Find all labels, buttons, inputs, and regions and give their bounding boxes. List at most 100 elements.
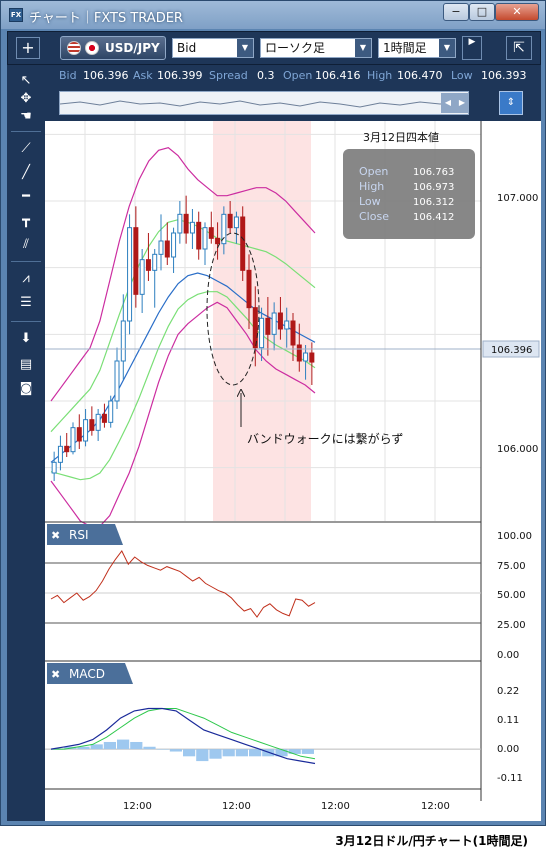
overview-scroll-right-icon[interactable]: ▶ (455, 93, 469, 113)
list-icon[interactable]: ▤ (19, 357, 33, 372)
chevron-down-icon: ▼ (237, 39, 253, 57)
toolbar-scroll-button[interactable]: ▶ (462, 36, 482, 60)
candle-body (89, 419, 95, 431)
ohlc-close-value: 106.412 (413, 212, 454, 223)
chart-toolbar: + USD/JPY Bid ▼ ローソク足 ▼ 1時間足 ▼ ▶ ⇱ (7, 31, 541, 65)
macd-histogram-bar (117, 739, 130, 750)
rsi-tick-0: 0.00 (497, 650, 519, 661)
price-type-value: Bid (177, 41, 197, 55)
candle-body (215, 237, 221, 245)
overview-sparkline (59, 100, 461, 108)
chevron-down-icon: ▼ (355, 39, 371, 57)
ohlc-low-value: 106.312 (413, 197, 454, 208)
candle-body (221, 213, 227, 245)
currency-pair-selector[interactable]: USD/JPY (60, 36, 166, 60)
price-type-select[interactable]: Bid ▼ (172, 38, 254, 58)
time-tick-1: 12:00 (123, 801, 152, 812)
macd-histogram-bar (275, 749, 288, 757)
camera-icon[interactable]: ◙ (19, 381, 33, 396)
currency-pair-label: USD/JPY (105, 41, 160, 55)
candle-body (177, 213, 183, 234)
toolbar-divider (11, 261, 41, 262)
vertical-line-icon[interactable]: ┳ (22, 213, 30, 228)
trendline-tool-icon[interactable]: ⟋ (21, 141, 31, 156)
macd-histogram-bar (288, 749, 301, 754)
bid-label: Bid (59, 69, 77, 82)
macd-label-tab (47, 663, 133, 684)
candle-body (277, 312, 283, 330)
ohlc-open-value: 106.763 (413, 167, 454, 178)
chart-area[interactable]: 3月12日四本値 Open 106.763 High 106.973 Low 1… (45, 121, 541, 821)
macd-histogram-bar (249, 749, 262, 757)
rsi-tick-100: 100.00 (497, 531, 532, 542)
title-bar[interactable]: FX チャート｜FXTS TRADER − □ ✕ (1, 1, 545, 29)
candle-body (158, 240, 164, 255)
candle-body (208, 227, 214, 239)
candle-body (57, 445, 63, 463)
macd-histogram-bar (156, 749, 169, 750)
fan-tool-icon[interactable]: ⩘ (22, 271, 30, 286)
candle-body (183, 213, 189, 234)
cursor-arrow-icon[interactable]: ↖ (20, 73, 32, 88)
macd-tick-minus011: -0.11 (497, 773, 523, 784)
candle-body (271, 312, 277, 335)
candle-body (101, 413, 107, 423)
candle-body (309, 352, 315, 363)
rsi-label: RSI (69, 528, 89, 542)
bollinger-inner-lower-band (50, 291, 316, 481)
macd-histogram-bar (301, 749, 314, 754)
timeframe-select[interactable]: 1時間足 ▼ (378, 38, 456, 58)
crosshair-cursor-icon[interactable]: ✥ (20, 91, 32, 106)
macd-label: MACD (69, 667, 105, 681)
macd-histogram-bar (103, 741, 116, 750)
macd-tick-000: 0.00 (497, 744, 519, 755)
candle-body (290, 320, 296, 346)
horizontal-line-icon[interactable]: ━ (22, 189, 30, 204)
candle-body (114, 360, 120, 402)
bid-value: 106.396 (83, 69, 129, 82)
channel-tool-icon[interactable]: ⫽ (23, 237, 29, 252)
detach-chart-icon[interactable]: ⇱ (506, 36, 532, 60)
candle-body (233, 216, 239, 229)
overview-scroll-left-icon[interactable]: ◀ (441, 93, 455, 113)
macd-close-icon[interactable]: ✖ (51, 668, 60, 681)
ohlc-low-label: Low (359, 195, 381, 208)
high-value: 106.470 (397, 69, 443, 82)
maximize-button[interactable]: □ (469, 3, 495, 21)
overview-home-icon[interactable]: ⇕ (499, 91, 523, 115)
candle-body (227, 213, 233, 229)
spread-label: Spread (209, 69, 248, 82)
timeframe-value: 1時間足 (383, 41, 427, 55)
moving-average-line (50, 272, 316, 463)
macd-line (50, 707, 316, 765)
candle-body (127, 227, 133, 322)
candle-body (83, 419, 89, 442)
candle-body (152, 253, 158, 271)
hand-pan-icon[interactable]: ☚ (20, 109, 32, 124)
fibonacci-tool-icon[interactable]: ☰ (20, 295, 32, 310)
ohlc-high-value: 106.973 (413, 182, 454, 193)
annotation-ellipse (206, 232, 260, 386)
figure-caption: 3月12日ドル/円チャート(1時間足) (335, 834, 528, 848)
ohlc-high-label: High (359, 180, 384, 193)
macd-histogram-bar (90, 744, 103, 750)
candle-body (171, 232, 177, 258)
line-tool-icon[interactable]: ╱ (22, 165, 30, 180)
candle-body (303, 352, 309, 362)
current-price-badge (482, 340, 540, 358)
close-button[interactable]: ✕ (495, 3, 539, 21)
macd-histogram-bar (235, 749, 248, 757)
minimize-button[interactable]: − (443, 3, 469, 21)
chart-svg[interactable]: 3月12日四本値 Open 106.763 High 106.973 Low 1… (45, 121, 541, 821)
macd-histogram-bar (183, 749, 196, 757)
macd-histogram-bar (143, 746, 156, 750)
bollinger-inner-upper-band (50, 219, 316, 433)
download-icon[interactable]: ⬇ (20, 331, 32, 346)
time-tick-4: 12:00 (421, 801, 450, 812)
price-tick-107: 107.000 (497, 193, 538, 204)
new-chart-button[interactable]: + (16, 37, 40, 59)
overview-strip[interactable] (59, 91, 469, 115)
chart-type-select[interactable]: ローソク足 ▼ (260, 38, 372, 58)
rsi-close-icon[interactable]: ✖ (51, 529, 60, 542)
macd-tick-011: 0.11 (497, 715, 519, 726)
